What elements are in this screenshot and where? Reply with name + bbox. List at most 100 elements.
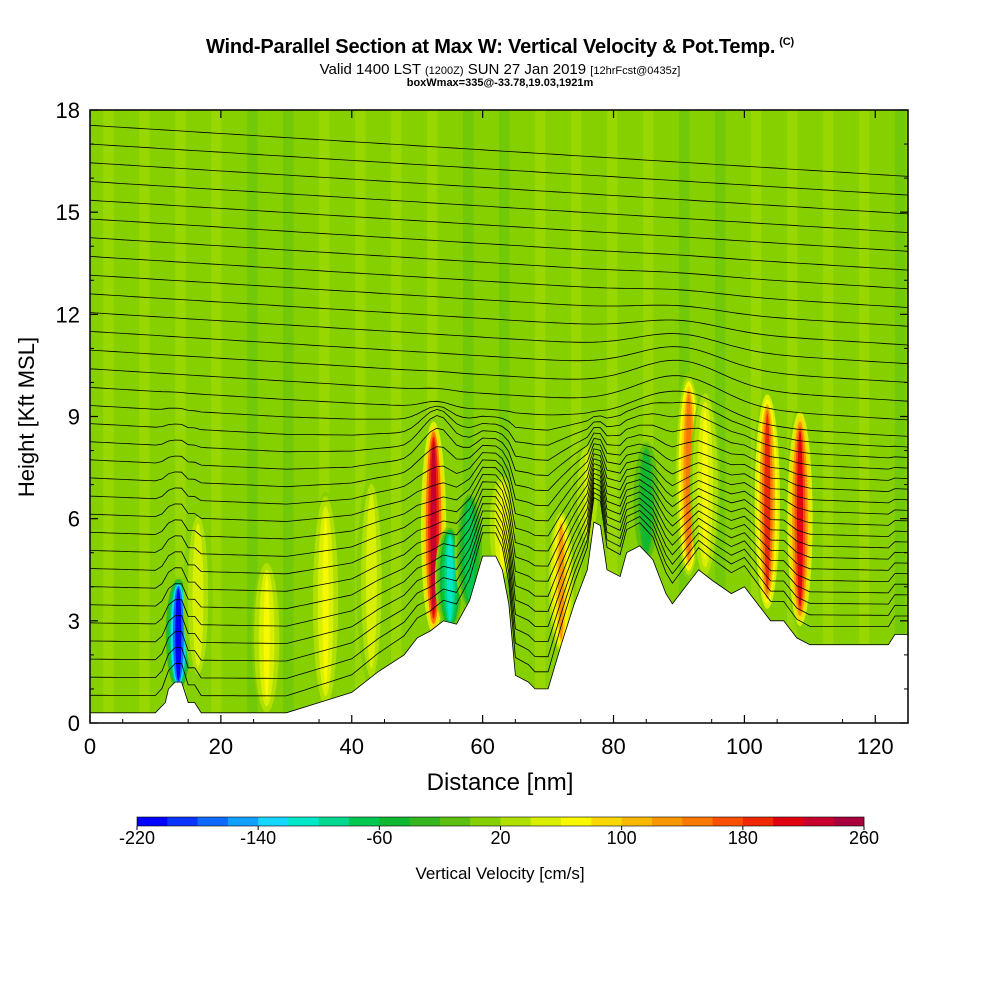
x-tick-label: 0 xyxy=(84,734,96,759)
x-tick-label: 120 xyxy=(857,734,894,759)
colorbar-swatch xyxy=(712,817,744,826)
theta-contour xyxy=(90,482,908,645)
colorbar-swatch xyxy=(773,817,804,826)
theta-contour xyxy=(90,453,908,540)
chart-title: Wind-Parallel Section at Max W: Vertical… xyxy=(0,36,1000,59)
colorbar-swatch xyxy=(197,817,229,826)
theta-contour xyxy=(90,368,908,421)
terrain xyxy=(90,521,908,723)
chart-title-text: Wind-Parallel Section at Max W: Vertical… xyxy=(206,36,776,58)
colorbar-tick-label: -220 xyxy=(119,828,155,848)
velocity-column-7 xyxy=(466,503,473,599)
theta-contour xyxy=(90,349,908,402)
subtitle-date: SUN 27 Jan 2019 xyxy=(467,61,587,78)
velocity-column-4 xyxy=(368,497,375,664)
velocity-column-6 xyxy=(446,535,453,621)
colorbar-tick-label: 20 xyxy=(490,828,510,848)
theta-contours xyxy=(90,124,908,697)
velocity-column-3 xyxy=(322,515,329,687)
colorbar-tick-label: -60 xyxy=(366,828,392,848)
wmax-note: boxWmax=335@-33.78,19.03,1921m xyxy=(406,77,594,89)
copyright-tag: (C) xyxy=(779,36,794,48)
colorbar-swatch xyxy=(318,817,350,826)
theta-contour xyxy=(90,181,908,233)
axes: 0 20 40 60 80 100 120 0 3 6 9 12 15 18 xyxy=(56,98,908,759)
colorbar-swatch xyxy=(288,817,320,826)
colorbar-swatch xyxy=(742,817,774,826)
theta-contour xyxy=(90,401,908,448)
field-band xyxy=(355,110,366,723)
colorbar-swatch xyxy=(379,817,410,826)
field-band xyxy=(103,110,114,723)
subtitle-forecast-tag: [12hrFcst@0435z] xyxy=(590,65,681,77)
subtitle-utc-time: (1200Z) xyxy=(425,65,464,77)
field-band xyxy=(463,110,474,723)
chart-subtitle: Valid 1400 LST (1200Z) SUN 27 Jan 2019 [… xyxy=(0,61,1000,78)
colorbar-swatch xyxy=(682,817,713,826)
colorbar-swatch xyxy=(349,817,380,826)
field-band xyxy=(606,110,618,723)
colorbar-swatch xyxy=(651,817,683,826)
velocity-column-1 xyxy=(194,527,201,664)
field-band xyxy=(499,110,510,723)
x-tick-label: 100 xyxy=(726,734,763,759)
theta-contour xyxy=(90,467,908,592)
theta-contour xyxy=(90,312,908,365)
velocity-column-14 xyxy=(764,413,771,590)
velocity-column-9 xyxy=(558,523,565,640)
theta-contour xyxy=(90,458,908,557)
field-band xyxy=(319,110,330,723)
colorbar-tick-label: 100 xyxy=(607,828,637,848)
colorbar-swatch xyxy=(409,817,441,826)
theta-contour xyxy=(90,408,908,459)
field-band xyxy=(822,110,834,723)
theta-contour xyxy=(90,443,908,507)
field-band xyxy=(283,110,294,723)
field-band xyxy=(247,110,258,723)
x-tick-label: 60 xyxy=(470,734,494,759)
colorbar-swatch xyxy=(621,817,653,826)
velocity-column-2 xyxy=(263,576,270,700)
x-tick-label: 20 xyxy=(209,734,233,759)
colorbar-swatch xyxy=(439,817,471,826)
theta-contour xyxy=(90,438,908,493)
x-tick-label: 40 xyxy=(340,734,364,759)
theta-contour xyxy=(90,492,908,679)
colorbar-tick-label: 260 xyxy=(849,828,879,848)
field-band xyxy=(642,110,654,723)
field-band xyxy=(786,110,798,723)
theta-contour xyxy=(90,415,908,470)
velocity-column-11 xyxy=(643,452,650,551)
y-tick-label: 9 xyxy=(68,405,80,430)
y-tick-label: 3 xyxy=(68,609,80,634)
theta-contour xyxy=(90,162,908,215)
y-axis-label: Height [Kft MSL] xyxy=(14,337,39,497)
theta-contour xyxy=(90,218,908,271)
theta-contour xyxy=(90,274,908,327)
colorbar-swatch xyxy=(591,817,622,826)
velocity-column-12 xyxy=(685,394,692,558)
y-tick-label: 18 xyxy=(56,98,80,123)
field-band xyxy=(139,110,150,723)
velocity-column-15 xyxy=(797,431,804,607)
colorbar-label: Vertical Velocity [cm/s] xyxy=(415,864,585,883)
theta-contour xyxy=(90,427,908,481)
theta-contour xyxy=(90,124,908,177)
theta-contour xyxy=(90,477,908,627)
y-tick-label: 0 xyxy=(68,711,80,736)
x-tick-label: 80 xyxy=(601,734,625,759)
field-band xyxy=(391,110,402,723)
velocity-column-0 xyxy=(175,588,182,681)
colorbar-swatch xyxy=(167,817,198,826)
theta-contour xyxy=(90,496,908,697)
colorbar-swatch xyxy=(470,817,501,826)
theta-contour xyxy=(90,387,908,437)
colorbar: -220 -140 -60 20 100 180 260 xyxy=(119,816,879,848)
colorbar-swatch xyxy=(833,817,865,826)
colorbar-swatch xyxy=(137,817,168,826)
colorbar-swatch xyxy=(803,817,835,826)
theta-contour xyxy=(90,143,908,196)
colorbar-swatch xyxy=(227,817,259,826)
y-tick-label: 6 xyxy=(68,507,80,532)
